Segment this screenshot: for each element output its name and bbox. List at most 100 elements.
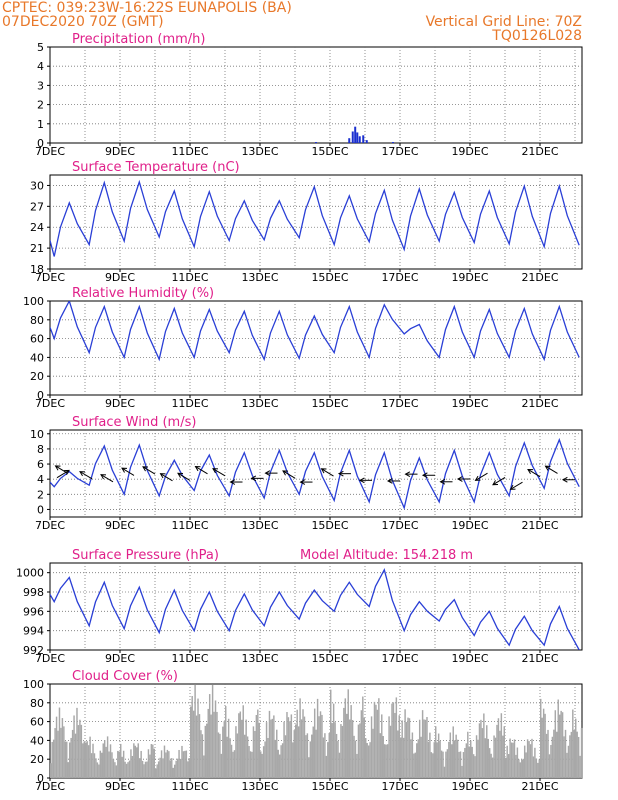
y-tick-label: 24: [30, 221, 44, 234]
cloud-bar: [173, 764, 176, 778]
x-tick-label: 11DEC: [171, 519, 208, 532]
x-tick-label: 13DEC: [241, 145, 278, 158]
cloud-bar: [300, 719, 303, 778]
cloud-bar: [238, 713, 240, 778]
cloud-bar: [486, 725, 488, 778]
cloud-bar: [410, 739, 412, 778]
panel-frame: [49, 46, 583, 144]
cloud-bar: [303, 716, 306, 778]
wind-arrow-head: [492, 480, 499, 486]
cloud-bar: [67, 762, 69, 778]
cloud-bar: [391, 703, 393, 778]
cloud-bar: [280, 745, 282, 778]
cloud-bar: [545, 733, 548, 778]
cloud-bar: [71, 729, 74, 778]
panel-annotation: Model Altitude: 154.218 m: [300, 548, 473, 563]
panel-0: [47, 46, 583, 146]
cloud-bar: [131, 755, 134, 778]
cloud-bar: [378, 698, 380, 778]
cloud-bar: [283, 721, 285, 778]
x-tick-label: 19DEC: [451, 271, 488, 284]
wind-arrow: [194, 466, 208, 475]
cloud-bar: [190, 706, 192, 778]
cloud-bar: [432, 753, 434, 778]
wind-arrow-head: [561, 476, 568, 483]
cloud-bar: [561, 712, 564, 778]
cloud-bar: [529, 744, 532, 778]
cloud-bar: [440, 750, 443, 778]
cloud-bar: [420, 736, 422, 778]
cloud-bar: [512, 742, 514, 778]
cloud-bar: [165, 752, 167, 778]
cloud-bar: [136, 747, 138, 778]
cloud-bar: [331, 723, 333, 778]
precip-bar: [358, 136, 361, 143]
x-tick-label: 21DEC: [521, 519, 558, 532]
y-tick-label: 30: [30, 179, 44, 192]
y-tick-label: 1: [37, 118, 44, 131]
wind-arrow-head: [456, 476, 463, 482]
cloud-bar: [121, 756, 123, 778]
cloud-bar: [566, 752, 568, 778]
cloud-bar: [426, 717, 428, 778]
cloud-bar: [332, 703, 335, 778]
panel-1: [47, 174, 583, 272]
cloud-bar: [383, 744, 386, 778]
cloud-bar: [459, 751, 462, 778]
cloud-bar: [397, 730, 399, 778]
wind-arrow: [337, 470, 351, 477]
x-tick-label: 9DEC: [105, 145, 135, 158]
cloud-bar: [125, 763, 128, 778]
cloud-bar: [214, 700, 217, 778]
cloud-bar: [356, 753, 358, 778]
cloud-bar: [112, 759, 115, 778]
cloud-bar: [556, 731, 558, 778]
cloud-bar: [335, 733, 338, 778]
cloud-bar: [471, 746, 473, 778]
cloud-bar: [513, 739, 516, 778]
cloud-bar: [181, 745, 183, 778]
y-tick-label: 4: [37, 473, 44, 486]
cloud-bar: [153, 748, 155, 778]
y-tick-label: 100: [23, 295, 44, 308]
cloud-bar: [292, 742, 294, 778]
series-line: [50, 437, 580, 510]
panel-4: [47, 562, 583, 653]
cloud-bar: [248, 746, 250, 778]
wind-arrow: [121, 467, 135, 476]
x-tick-label: 19DEC: [451, 519, 488, 532]
cloud-bar: [372, 728, 374, 778]
panel-title: Surface Pressure (hPa): [72, 548, 219, 563]
wind-arrow: [159, 473, 173, 482]
cloud-bar: [505, 757, 507, 778]
y-tick-label: 27: [30, 200, 44, 213]
cloud-bar: [185, 750, 188, 778]
wind-arrow-head: [421, 472, 428, 479]
cloud-bar: [290, 714, 293, 778]
cloud-bar: [541, 717, 543, 778]
x-tick-label: 13DEC: [241, 271, 278, 284]
cloud-bar: [424, 719, 427, 778]
cloud-bar: [484, 738, 487, 778]
cloud-bar: [73, 715, 75, 778]
series-line: [50, 301, 580, 362]
cloud-bar: [312, 726, 314, 778]
cloud-bar: [350, 705, 352, 778]
y-tick-label: 80: [30, 314, 44, 327]
cloud-bar: [99, 750, 102, 778]
precip-bar: [365, 140, 368, 143]
x-tick-label: 11DEC: [171, 780, 208, 793]
cloud-bar: [548, 754, 551, 778]
cloud-bar: [477, 739, 479, 778]
cloud-bar: [306, 733, 309, 778]
cloud-bar: [535, 758, 538, 778]
cloud-bar: [223, 721, 225, 778]
wind-arrow-shaft: [510, 481, 523, 490]
cloud-bar: [413, 753, 415, 778]
cloud-bar: [309, 741, 312, 778]
cloud-bar: [254, 730, 256, 778]
y-tick-label: 2: [37, 488, 44, 501]
cloud-bar: [105, 746, 107, 778]
cloud-bar: [188, 758, 190, 778]
panel-frame: [49, 429, 583, 518]
